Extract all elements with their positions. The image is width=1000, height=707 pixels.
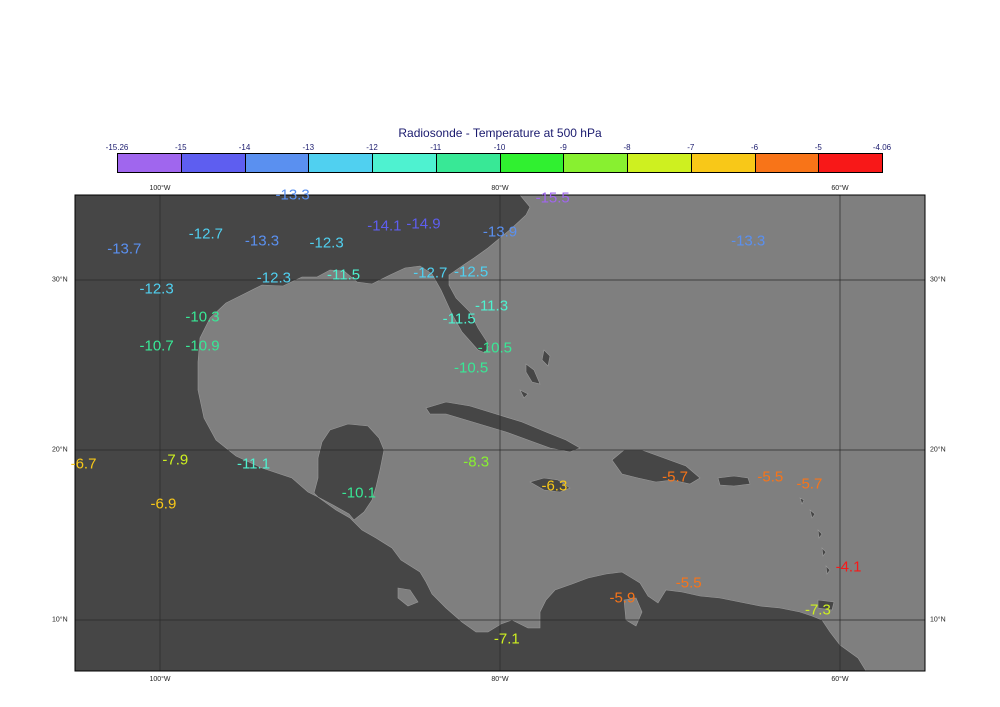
station-temperature-label: -12.5 xyxy=(453,263,489,280)
land-jamaica xyxy=(529,477,571,493)
station-temperature-label: -4.1 xyxy=(835,558,862,576)
colorbar-tick-label: -4.06 xyxy=(872,143,892,152)
colorbar-tick-label: -6 xyxy=(750,143,759,152)
colorbar-tick-label: -15.26 xyxy=(105,143,129,152)
land-cuba xyxy=(425,401,581,453)
station-temperature-label: -14.9 xyxy=(406,215,441,233)
colorbar-segment xyxy=(818,153,883,173)
map-frame xyxy=(74,194,926,672)
station-temperature-label: -7.9 xyxy=(162,451,189,469)
station-temperature-label: -6.9 xyxy=(150,495,177,513)
land-bahamas xyxy=(519,349,551,399)
station-temperature-label: -12.3 xyxy=(139,280,174,297)
station-temperature-label: -5.7 xyxy=(662,468,689,486)
longitude-label-top: 60°W xyxy=(831,185,849,192)
station-temperature-label: -13.7 xyxy=(107,240,142,258)
station-temperature-label: -7.1 xyxy=(493,630,520,648)
figure-title: Radiosonde - Temperature at 500 hPa xyxy=(398,126,602,140)
station-temperature-label: -12.3 xyxy=(256,269,291,287)
colorbar-tick-label: -11 xyxy=(430,143,442,152)
station-temperature-label: -12.3 xyxy=(309,234,344,252)
latitude-label-left: 20°N xyxy=(52,446,68,454)
station-temperature-label: -10.1 xyxy=(341,484,376,501)
colorbar-tick-label: -9 xyxy=(559,143,567,152)
station-temperature-label: -14.1 xyxy=(367,217,402,235)
station-temperature-label: -10.5 xyxy=(477,339,512,357)
station-temperature-label: -13.3 xyxy=(244,232,280,250)
station-temperature-label: -8.3 xyxy=(463,453,490,471)
latitude-label-right: 10°N xyxy=(930,616,946,624)
station-temperature-label: -13.3 xyxy=(731,232,766,250)
land-lesser-antilles xyxy=(799,497,835,611)
station-temperature-label: -6.3 xyxy=(541,477,568,495)
longitude-label-bottom: 60°W xyxy=(831,676,849,683)
station-temperature-label: -13.3 xyxy=(275,186,310,204)
colorbar-tick-label: -13 xyxy=(302,143,315,152)
longitude-label-bottom: 80°W xyxy=(491,676,509,683)
station-temperature-label: -7.3 xyxy=(804,601,831,619)
latitude-label-right: 30°N xyxy=(930,276,946,284)
station-temperature-label: -10.5 xyxy=(453,359,489,377)
station-temperature-label: -12.7 xyxy=(413,264,448,282)
land-puerto-rico xyxy=(717,475,751,487)
colorbar-tick-label: -5 xyxy=(814,143,822,152)
station-temperature-label: -10.3 xyxy=(185,308,220,326)
station-temperature-label: -10.7 xyxy=(139,337,174,355)
latitude-label-right: 20°N xyxy=(930,446,946,454)
lake-maracaibo xyxy=(623,597,643,627)
colorbar-tick-label: -7 xyxy=(687,143,695,152)
station-temperature-label: -5.7 xyxy=(796,475,823,493)
lake-nicaragua xyxy=(397,587,419,607)
latitude-label-left: 30°N xyxy=(52,276,68,284)
station-temperature-label: -5.9 xyxy=(609,589,636,607)
longitude-label-top: 80°W xyxy=(491,185,509,192)
station-temperature-label: -11.5 xyxy=(442,310,476,328)
colorbar-tick-label: -8 xyxy=(623,143,631,152)
station-temperature-label: -6.7 xyxy=(70,455,97,473)
colorbar-tick-label: -10 xyxy=(493,143,506,152)
station-temperature-label: -12.7 xyxy=(188,225,223,243)
station-temperature-label: -15.5 xyxy=(535,189,570,207)
station-temperature-label: -5.5 xyxy=(675,574,702,592)
station-temperature-label: -10.9 xyxy=(185,337,220,355)
station-temperature-label: -13.9 xyxy=(482,223,518,241)
longitude-label-bottom: 100°W xyxy=(149,676,171,683)
station-temperature-label: -11.5 xyxy=(327,266,361,284)
latitude-label-left: 10°N xyxy=(52,616,68,624)
station-temperature-label: -5.5 xyxy=(757,468,784,486)
colorbar-tick-label: -15 xyxy=(174,143,187,152)
longitude-label-top: 100°W xyxy=(149,185,171,192)
graticule xyxy=(75,195,925,671)
station-temperature-label: -11.1 xyxy=(236,455,271,473)
station-temperature-label: -11.3 xyxy=(474,297,509,314)
colorbar-tick-label: -14 xyxy=(238,143,251,152)
colorbar-tick-label: -12 xyxy=(366,143,378,152)
